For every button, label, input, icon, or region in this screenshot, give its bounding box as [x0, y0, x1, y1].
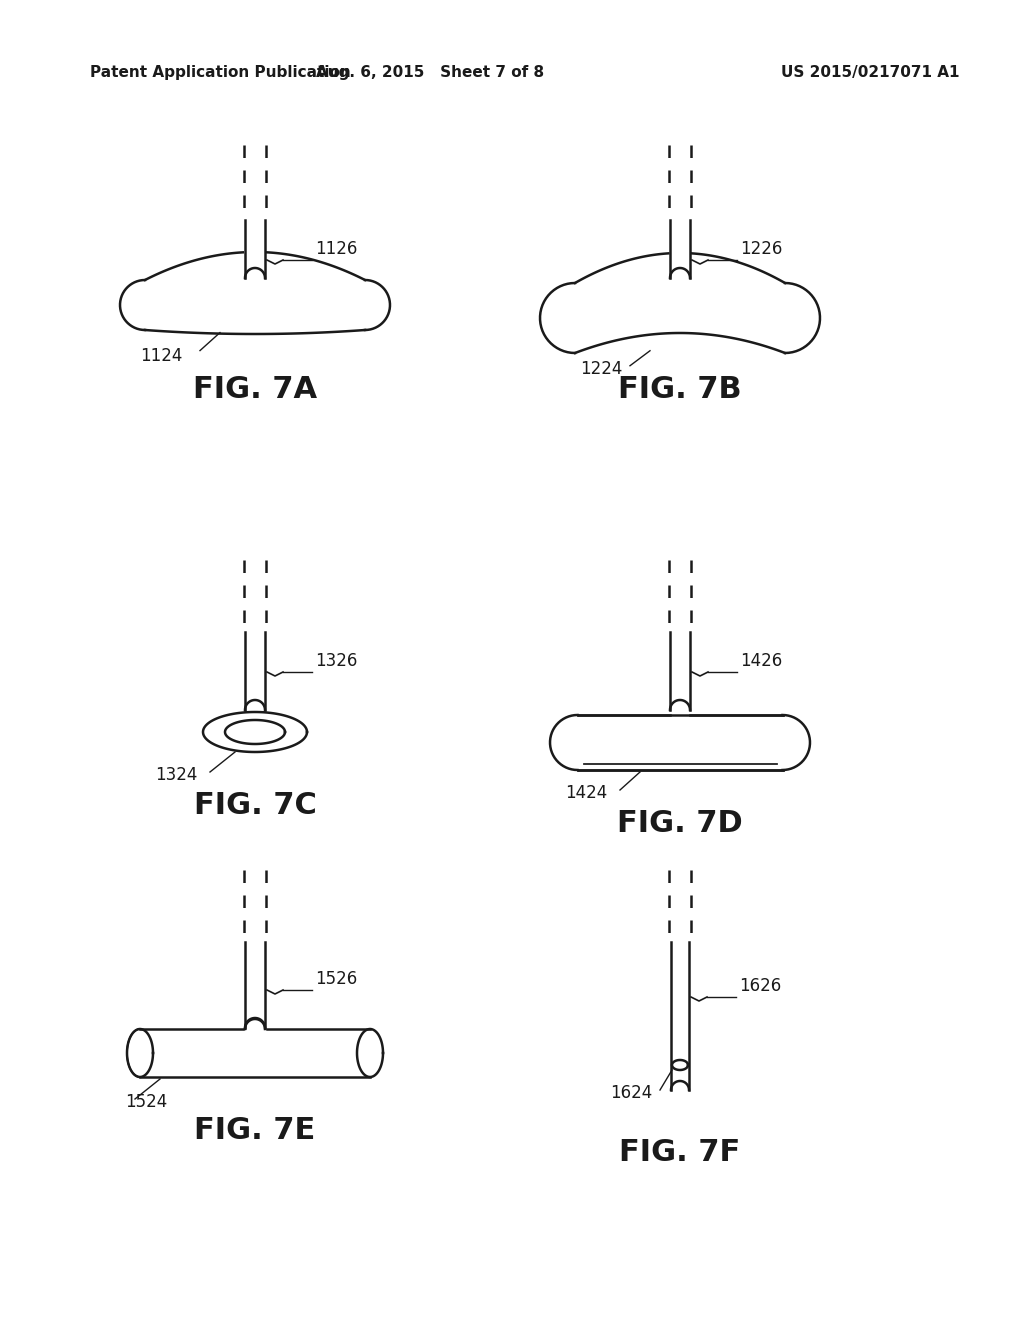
- Text: 1124: 1124: [140, 347, 182, 364]
- Text: 1324: 1324: [155, 766, 198, 784]
- Text: 1624: 1624: [610, 1084, 652, 1102]
- Text: Aug. 6, 2015   Sheet 7 of 8: Aug. 6, 2015 Sheet 7 of 8: [316, 65, 544, 79]
- Text: 1424: 1424: [565, 784, 607, 803]
- Text: 1524: 1524: [125, 1093, 167, 1111]
- Text: 1226: 1226: [740, 240, 782, 257]
- Text: FIG. 7E: FIG. 7E: [195, 1115, 315, 1144]
- Text: US 2015/0217071 A1: US 2015/0217071 A1: [780, 65, 959, 79]
- Text: 1224: 1224: [580, 360, 623, 378]
- Text: FIG. 7B: FIG. 7B: [618, 375, 741, 404]
- Text: FIG. 7C: FIG. 7C: [194, 791, 316, 820]
- Text: 1426: 1426: [740, 652, 782, 671]
- Text: 1326: 1326: [315, 652, 357, 671]
- Text: 1526: 1526: [315, 970, 357, 987]
- Text: FIG. 7F: FIG. 7F: [620, 1138, 740, 1167]
- Text: 1126: 1126: [315, 240, 357, 257]
- Text: 1626: 1626: [739, 977, 781, 995]
- Text: FIG. 7D: FIG. 7D: [617, 809, 742, 838]
- Text: FIG. 7A: FIG. 7A: [193, 375, 317, 404]
- Text: Patent Application Publication: Patent Application Publication: [90, 65, 351, 79]
